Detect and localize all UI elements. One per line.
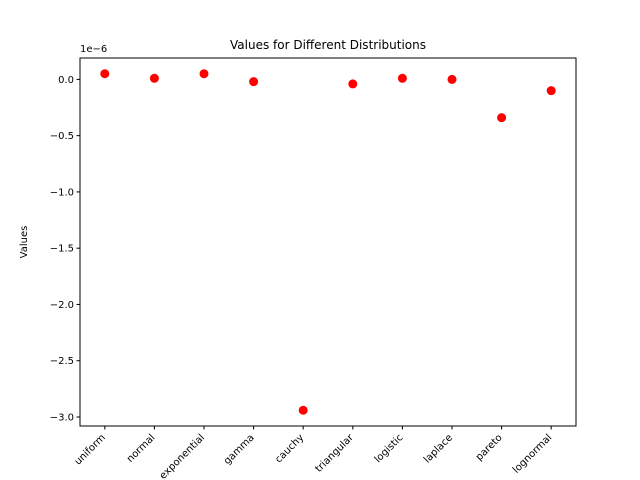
y-tick-label: −1.5 — [50, 244, 74, 255]
data-point-logistic — [397, 73, 407, 83]
x-tick-label-laplace: laplace — [422, 432, 455, 465]
x-tick-label-cauchy: cauchy — [273, 432, 306, 465]
x-ticks: uniform normal exponential gamma cauchy trian… — [73, 426, 554, 480]
y-tick-label: −2.0 — [50, 300, 74, 311]
x-tick-label-uniform: uniform — [73, 432, 108, 467]
y-tick-label: −1.0 — [50, 187, 74, 198]
x-tick-label-triangular: triangular — [314, 432, 357, 475]
y-tick-label: −2.5 — [50, 356, 74, 367]
data-point-pareto — [497, 113, 507, 123]
x-tick-label-lognormal: lognormal — [511, 432, 554, 475]
x-tick-label-exponential: exponential — [158, 432, 207, 480]
data-point-lognormal — [546, 86, 556, 96]
x-tick-label-pareto: pareto — [474, 432, 505, 463]
y-tick-label: 0.0 — [58, 75, 74, 86]
data-point-normal — [149, 73, 159, 83]
y-ticks: 0.0 −0.5 −1.0 −1.5 −2.0 −2.5 −3.0 — [50, 75, 80, 423]
y-tick-label: −3.0 — [50, 412, 74, 423]
y-tick-label: −0.5 — [50, 131, 74, 142]
x-tick-label-logistic: logistic — [373, 432, 406, 465]
plot-frame — [79, 57, 577, 427]
data-point-uniform — [100, 69, 110, 79]
x-tick-label-normal: normal — [125, 432, 158, 465]
data-point-gamma — [249, 77, 259, 87]
data-points — [100, 69, 556, 415]
data-point-cauchy — [298, 405, 308, 415]
data-point-laplace — [447, 74, 457, 84]
y-axis-label: Values — [19, 226, 30, 259]
x-tick-label-gamma: gamma — [222, 432, 257, 467]
data-point-exponential — [199, 69, 209, 79]
data-point-triangular — [348, 79, 358, 89]
chart-title: Values for Different Distributions — [230, 38, 426, 52]
y-multiplier-label: 1e−6 — [80, 44, 107, 55]
